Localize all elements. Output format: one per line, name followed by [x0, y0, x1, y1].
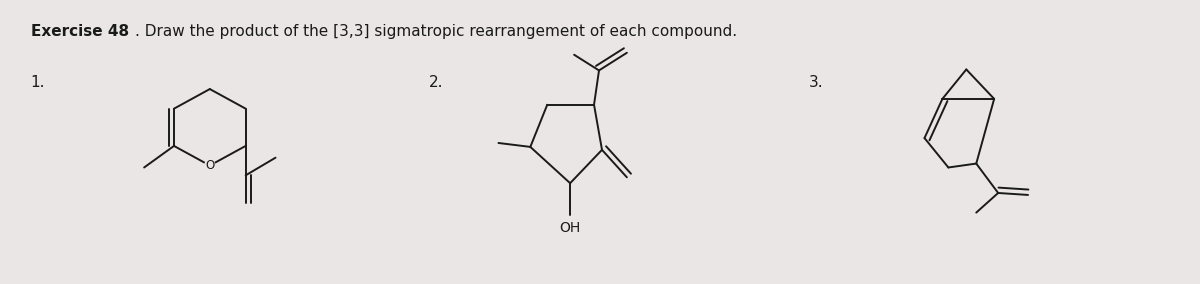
Text: 3.: 3. [809, 75, 823, 90]
Text: 1.: 1. [31, 75, 46, 90]
Text: Exercise 48: Exercise 48 [31, 24, 128, 39]
Circle shape [205, 160, 215, 171]
Text: 2.: 2. [428, 75, 443, 90]
Text: OH: OH [559, 222, 581, 235]
Text: O: O [205, 159, 215, 172]
Text: . Draw the product of the [3,3] sigmatropic rearrangement of each compound.: . Draw the product of the [3,3] sigmatro… [136, 24, 737, 39]
